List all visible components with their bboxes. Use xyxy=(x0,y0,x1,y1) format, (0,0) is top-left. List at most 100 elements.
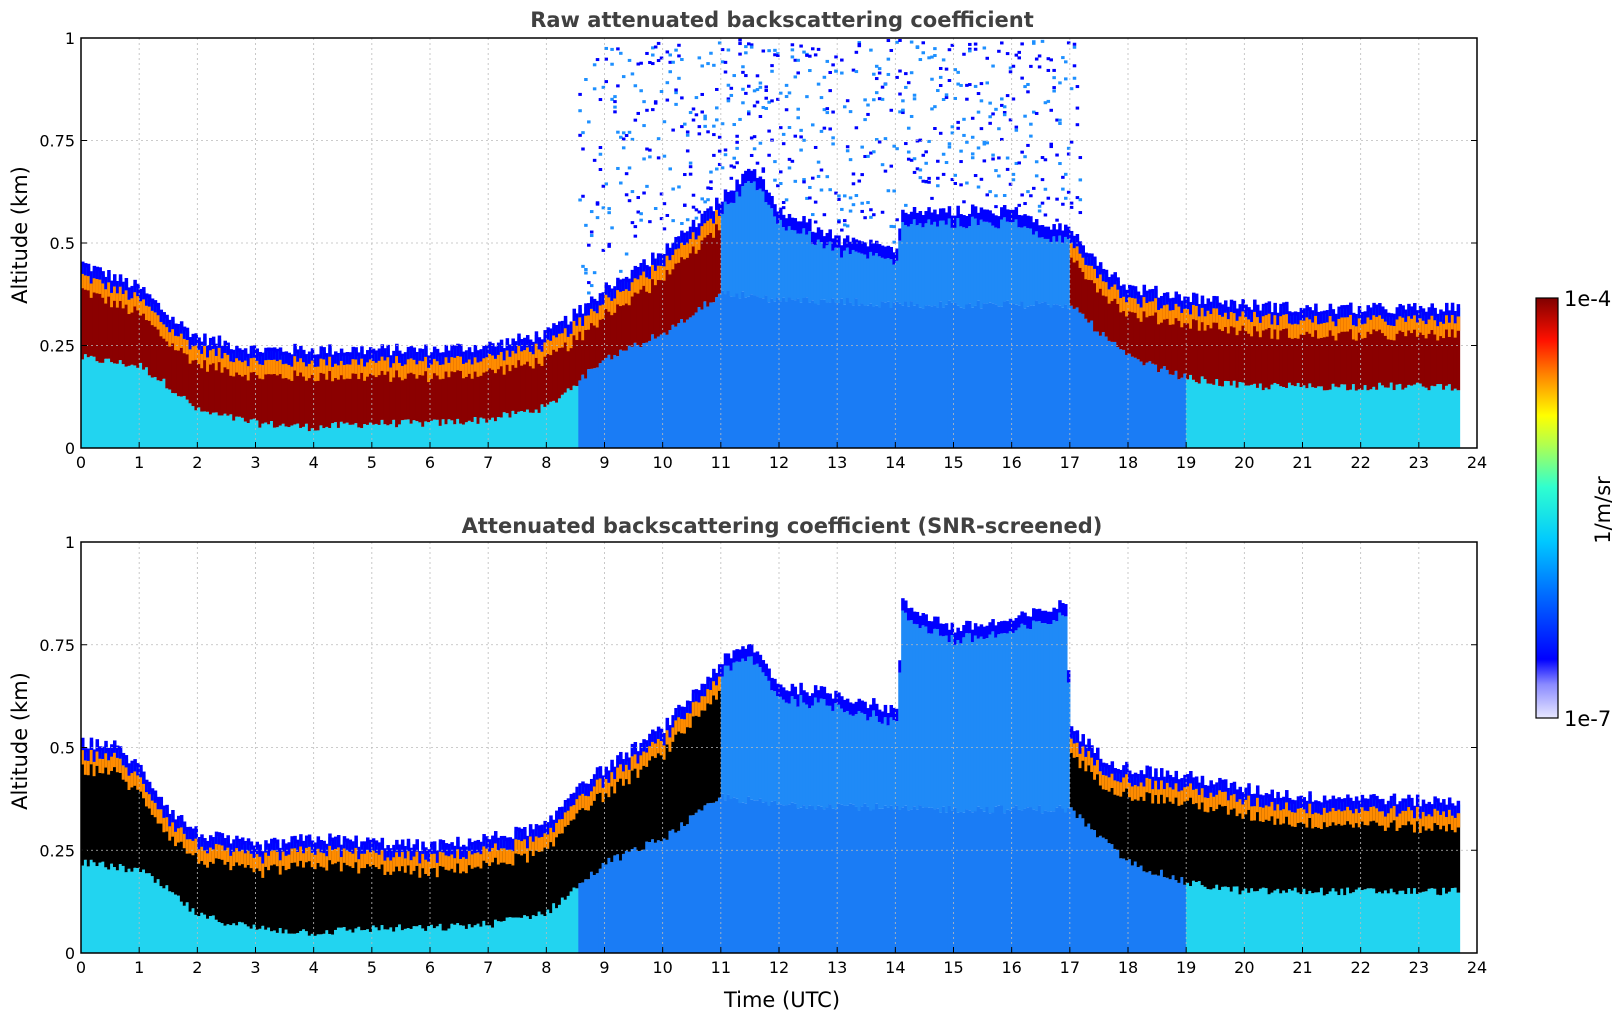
heatmap-cell xyxy=(1282,809,1286,824)
noise-speck xyxy=(738,52,742,56)
heatmap-cell xyxy=(1346,806,1350,888)
heatmap-cell xyxy=(677,717,681,831)
heatmap-cell xyxy=(430,364,434,421)
heatmap-cell xyxy=(1020,623,1024,811)
heatmap-cell xyxy=(191,333,196,347)
heatmap-cell xyxy=(540,836,545,915)
heatmap-cell xyxy=(962,812,966,953)
noise-speck xyxy=(968,83,972,87)
heatmap-cell xyxy=(296,361,300,377)
heatmap-cell xyxy=(104,867,108,953)
heatmap-cell xyxy=(645,841,649,953)
heatmap-cell xyxy=(1110,773,1115,789)
heatmap-cell xyxy=(249,853,254,929)
heatmap-cell xyxy=(642,751,646,766)
heatmap-cell xyxy=(1447,384,1452,448)
heatmap-cell xyxy=(677,236,681,249)
heatmap-cell xyxy=(345,351,350,365)
heatmap-cell xyxy=(755,296,760,448)
heatmap-cell xyxy=(168,826,172,892)
noise-speck xyxy=(779,182,783,186)
heatmap-cell xyxy=(95,361,100,448)
heatmap-cell xyxy=(810,244,815,301)
y-tick-label: 0.75 xyxy=(39,132,75,151)
heatmap-cell xyxy=(735,798,739,953)
heatmap-cell xyxy=(415,364,419,422)
heatmap-cell xyxy=(281,839,286,852)
heatmap-cell xyxy=(217,347,222,416)
heatmap-cell xyxy=(1090,745,1094,758)
heatmap-cell xyxy=(139,288,143,302)
noise-speck xyxy=(793,58,798,62)
noise-speck xyxy=(735,134,739,138)
heatmap-cell xyxy=(1331,321,1336,336)
heatmap-cell xyxy=(866,720,870,807)
heatmap-cell xyxy=(171,809,175,823)
heatmap-cell xyxy=(505,837,510,850)
heatmap-cell xyxy=(517,345,521,361)
heatmap-cell xyxy=(1305,894,1309,953)
noise-speck xyxy=(735,161,739,165)
heatmap-cell xyxy=(246,423,251,448)
heatmap-cell xyxy=(1247,319,1251,334)
heatmap-cell xyxy=(1279,810,1283,825)
heatmap-cell xyxy=(886,245,891,259)
noise-speck xyxy=(639,218,643,222)
heatmap-cell xyxy=(880,808,885,953)
heatmap-cell xyxy=(1317,386,1321,448)
heatmap-cell xyxy=(697,702,702,810)
noise-speck xyxy=(1075,85,1080,89)
heatmap-cell xyxy=(1427,319,1432,391)
heatmap-cell xyxy=(810,705,815,807)
heatmap-cell xyxy=(165,817,169,886)
heatmap-cell xyxy=(813,685,818,698)
heatmap-cell xyxy=(1020,227,1024,302)
heatmap-cell xyxy=(662,745,667,760)
heatmap-cell xyxy=(965,633,969,810)
chart-title: Attenuated backscattering coefficient (S… xyxy=(462,514,1103,538)
noise-speck xyxy=(965,181,969,185)
noise-speck xyxy=(741,87,745,91)
noise-speck xyxy=(709,186,713,190)
heatmap-cell xyxy=(392,844,396,858)
noise-speck xyxy=(877,71,882,75)
heatmap-cell xyxy=(214,831,219,844)
noise-speck xyxy=(776,184,780,188)
heatmap-cell xyxy=(150,310,155,326)
heatmap-cell xyxy=(901,222,905,306)
heatmap-cell xyxy=(139,301,143,363)
heatmap-cell xyxy=(685,712,690,728)
heatmap-cell xyxy=(1381,306,1385,319)
heatmap-cell xyxy=(601,360,606,448)
heatmap-cell xyxy=(732,650,736,663)
heatmap-cell xyxy=(464,858,469,929)
heatmap-cell xyxy=(1087,738,1091,752)
noise-speck xyxy=(715,118,719,122)
heatmap-cell xyxy=(892,707,896,721)
heatmap-cell xyxy=(206,345,210,358)
heatmap-cell xyxy=(1162,789,1167,878)
noise-speck xyxy=(895,218,899,222)
heatmap-cell xyxy=(1194,382,1199,448)
heatmap-cell xyxy=(112,274,117,287)
heatmap-cell xyxy=(124,278,129,291)
heatmap-cell xyxy=(398,924,402,953)
noise-speck xyxy=(712,153,716,157)
heatmap-cell xyxy=(810,693,815,706)
heatmap-cell xyxy=(470,364,475,379)
heatmap-cell xyxy=(185,839,190,903)
heatmap-cell xyxy=(546,834,550,849)
heatmap-cell xyxy=(290,366,294,381)
heatmap-cell xyxy=(485,344,489,358)
heatmap-cell xyxy=(909,620,914,810)
heatmap-cell xyxy=(1090,757,1094,772)
noise-speck xyxy=(1075,196,1080,200)
heatmap-cell xyxy=(1340,888,1344,953)
heatmap-cell xyxy=(476,362,481,377)
heatmap-cell xyxy=(1433,320,1437,387)
heatmap-cell xyxy=(1191,292,1196,305)
heatmap-cell xyxy=(447,843,451,857)
heatmap-cell xyxy=(508,917,513,953)
noise-speck xyxy=(799,44,803,48)
heatmap-cell xyxy=(1317,801,1321,814)
